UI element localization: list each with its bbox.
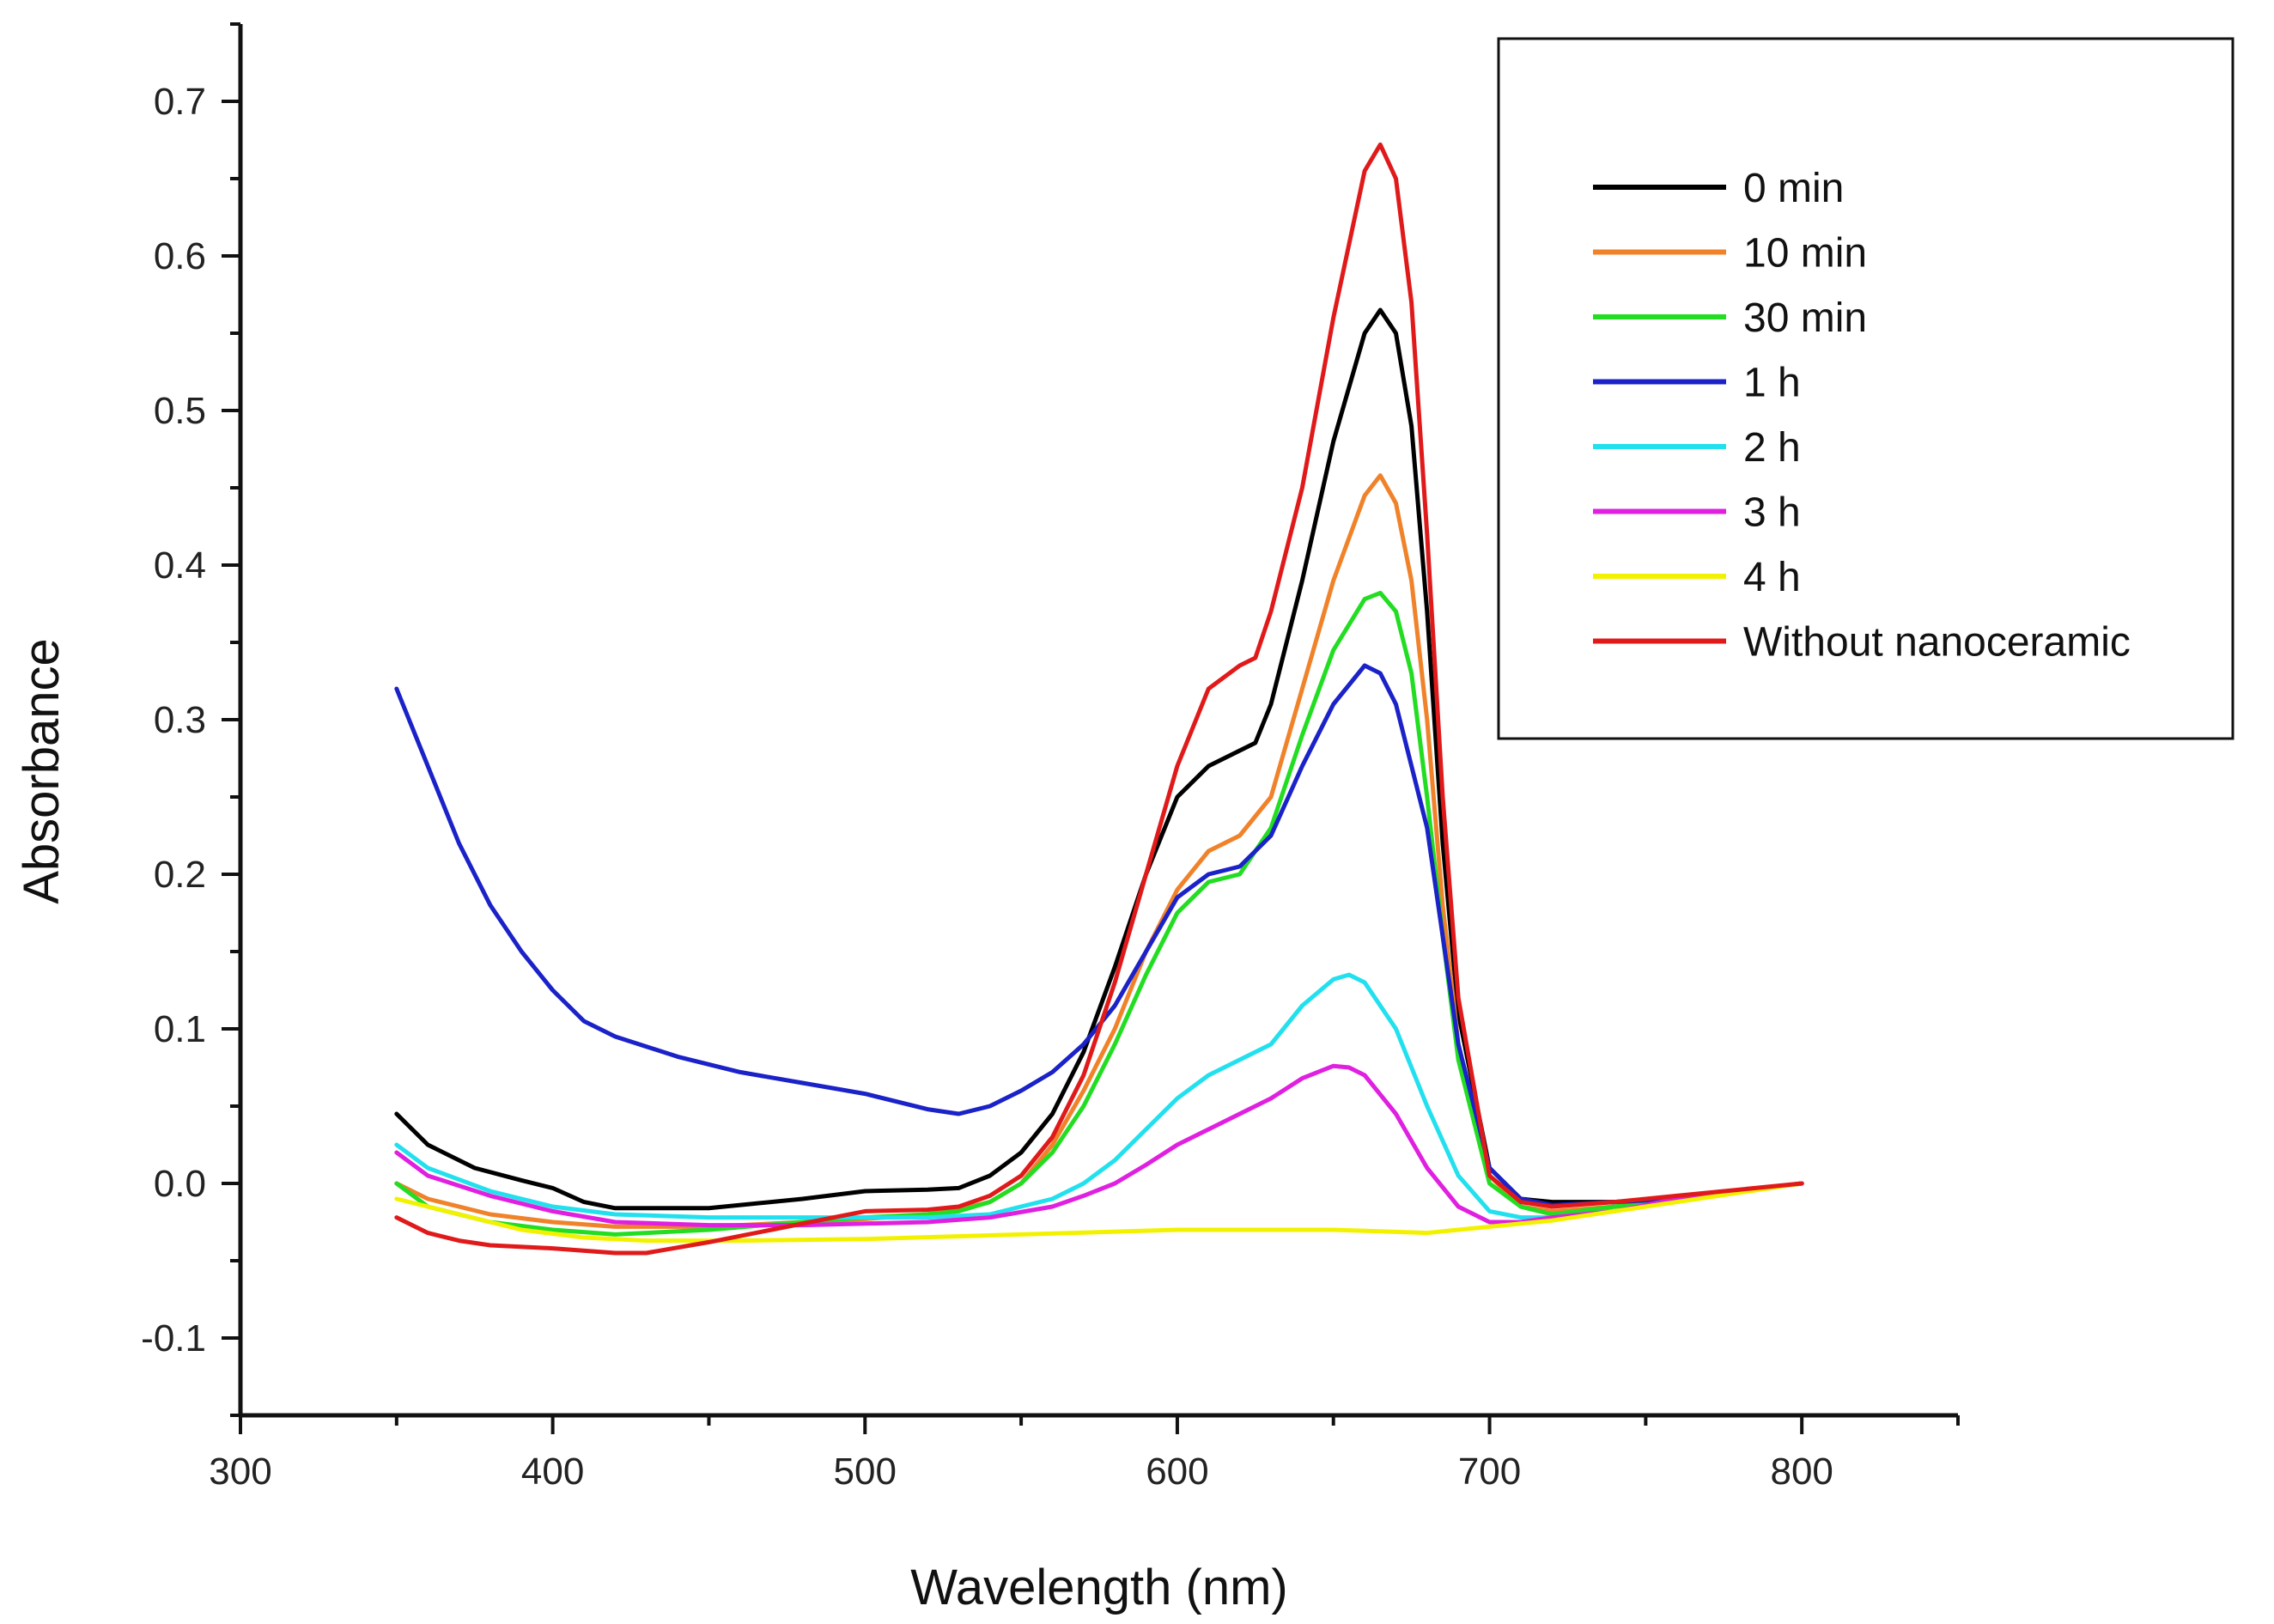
legend-label: 4 h: [1743, 555, 1801, 600]
x-tick-label: 600: [1146, 1451, 1208, 1493]
series-line-4-h: [394, 1181, 1804, 1244]
legend-label: 0 min: [1743, 166, 1844, 211]
x-tick-label: 400: [521, 1451, 584, 1493]
y-tick-label: 0.7: [154, 81, 206, 123]
legend-box: [1497, 37, 2234, 740]
x-tick-label: 800: [1770, 1451, 1833, 1493]
x-axis-title: Wavelength (nm): [910, 1560, 1287, 1615]
legend-label: 30 min: [1743, 295, 1867, 341]
legend-label: 10 min: [1743, 231, 1867, 277]
y-axis-title: Absorbance: [14, 638, 70, 904]
x-tick-label: 700: [1458, 1451, 1521, 1493]
legend-label: 3 h: [1743, 490, 1801, 536]
y-tick-label: 0.5: [154, 390, 206, 432]
series-line-1-h: [394, 663, 1804, 1207]
y-tick-label: -0.1: [141, 1317, 206, 1359]
axes: 300 400 500 600 700 800 -0.1 0.0 0.1 0.2 0.3 0.4 0.5…: [14, 22, 1960, 1615]
x-tick-label: 300: [209, 1451, 271, 1493]
legend-label: Without nanoceramic: [1743, 620, 2131, 666]
series-line-2-h: [394, 972, 1804, 1220]
legend: 0 min 10 min 30 min 1 h 2 h 3 h 4 h Without nan…: [1497, 37, 2234, 740]
legend-label: 2 h: [1743, 425, 1801, 471]
y-tick-label: 0.6: [154, 235, 206, 277]
legend-label: 1 h: [1743, 361, 1801, 406]
y-tick-label: 0.1: [154, 1008, 206, 1050]
series-line-without-nanoceramic: [394, 142, 1804, 1256]
y-tick-label: 0.0: [154, 1163, 206, 1205]
y-tick-label: 0.2: [154, 854, 206, 896]
series-layer: [394, 142, 1804, 1256]
y-tick-label: 0.4: [154, 544, 206, 587]
y-tick-label: 0.3: [154, 699, 206, 741]
x-tick-label: 500: [834, 1451, 897, 1493]
